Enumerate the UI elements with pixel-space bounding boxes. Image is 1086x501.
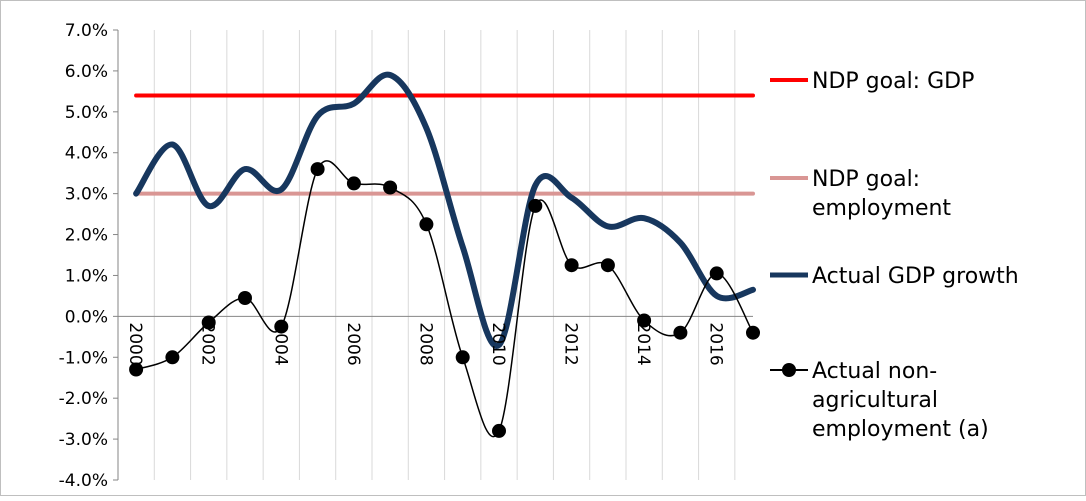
y-tick-label: -2.0%	[59, 389, 108, 409]
legend-label: agricultural	[812, 388, 938, 413]
x-tick-label: 2006	[343, 322, 363, 365]
data-point	[383, 180, 398, 195]
x-tick-label: 2004	[270, 322, 290, 365]
x-tick-label: 2014	[633, 322, 653, 365]
y-tick-label: -4.0%	[59, 471, 108, 491]
data-point	[201, 315, 216, 330]
y-tick-label: 2.0%	[65, 226, 108, 246]
legend-label: employment (a)	[812, 417, 989, 442]
tick-labels: 7.0% 6.0% 5.0% 4.0% 3.0% 2.0% 1.0% 0.0% -1.0% -2.…	[59, 21, 726, 491]
y-tick-label: 7.0%	[65, 21, 108, 41]
legend-label: Actual GDP growth	[812, 264, 1019, 289]
data-point	[709, 266, 724, 281]
data-point	[238, 291, 252, 305]
data-point	[637, 313, 652, 328]
x-tick-label: 2008	[415, 322, 435, 365]
x-tick-label: 2016	[706, 322, 726, 365]
x-tick-label: 2010	[488, 322, 508, 365]
series-lines	[133, 71, 756, 438]
y-tick-label: 4.0%	[65, 144, 108, 164]
data-point	[419, 217, 434, 232]
legend-label: Actual non-	[812, 359, 937, 384]
x-tick-label: 2002	[198, 322, 218, 365]
legend-marker	[782, 363, 796, 377]
y-tick-label: -1.0%	[59, 348, 108, 368]
data-point	[492, 423, 506, 438]
y-tick-label: 0.0%	[65, 307, 108, 327]
series-markers	[129, 162, 760, 438]
data-point	[746, 325, 760, 340]
legend-label: NDP goal:	[812, 167, 920, 192]
data-point	[165, 350, 180, 365]
y-tick-label: 5.0%	[65, 103, 108, 123]
y-tick-label: 1.0%	[65, 266, 108, 286]
data-point	[528, 198, 543, 213]
data-point	[600, 258, 615, 273]
legend-label: employment	[812, 196, 951, 221]
legend: NDP goal: GDP NDP goal: employment Actual G…	[770, 69, 1019, 442]
data-point	[129, 362, 144, 377]
x-tick-label: 2012	[561, 322, 581, 365]
y-tick-label: 6.0%	[65, 62, 108, 82]
data-point	[274, 319, 289, 334]
data-point	[310, 162, 325, 177]
series-line-2	[133, 71, 756, 349]
data-point	[564, 258, 579, 273]
y-tick-label: 3.0%	[65, 185, 108, 205]
data-point	[455, 350, 470, 365]
legend-label: NDP goal: GDP	[812, 69, 974, 94]
data-point	[346, 176, 361, 191]
x-tick-label: 2000	[125, 322, 145, 365]
data-point	[673, 325, 688, 340]
y-tick-label: -3.0%	[59, 430, 108, 450]
